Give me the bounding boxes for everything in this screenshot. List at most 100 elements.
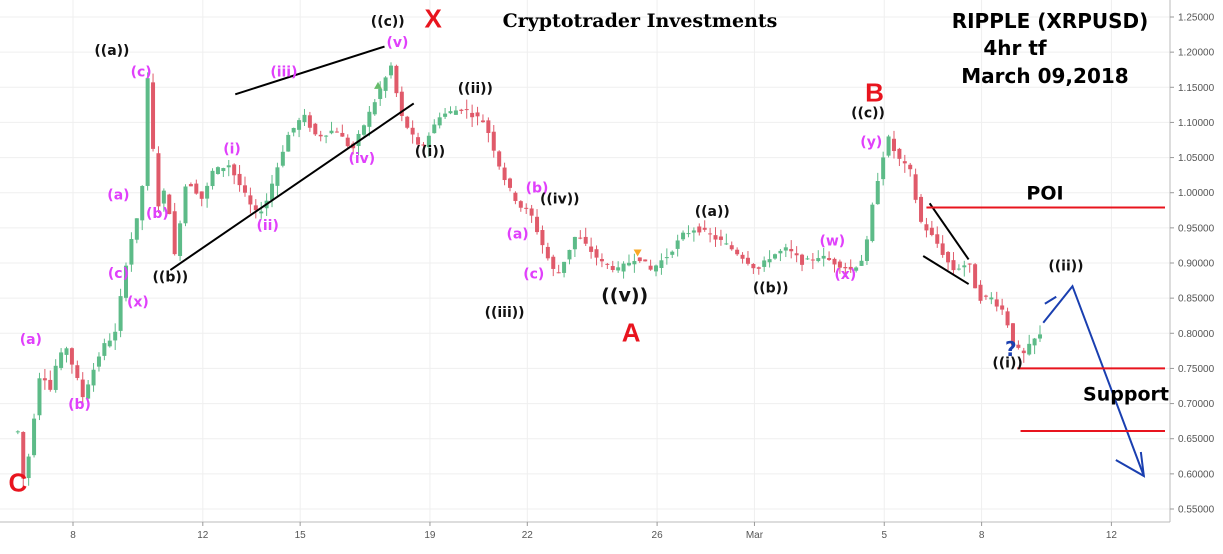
y-tick-label: 0.75000: [1178, 364, 1215, 375]
candle-body: [956, 268, 961, 270]
candle-body: [145, 78, 150, 186]
candle-body: [399, 91, 404, 116]
candle-body: [426, 135, 431, 148]
candle-body: [908, 164, 913, 170]
y-tick-label: 0.85000: [1178, 294, 1215, 305]
candle-body: [151, 82, 156, 149]
candle-body: [270, 183, 275, 201]
wave-label: (w): [819, 233, 845, 249]
candle-body: [832, 258, 837, 265]
candle-body: [540, 230, 545, 246]
candle-body: [167, 194, 172, 215]
timeframe-label: 4hr tf: [983, 36, 1047, 60]
candle-body: [470, 112, 475, 118]
candle-body: [843, 267, 848, 269]
x-tick-label: 5: [881, 530, 887, 541]
candle-body: [886, 136, 891, 156]
x-tick-label: 19: [424, 530, 436, 541]
candle-body: [643, 259, 648, 262]
candle-body: [654, 265, 659, 272]
candle-body: [286, 134, 291, 152]
candle-body: [1010, 323, 1015, 346]
x-tick-label: 15: [295, 530, 307, 541]
price-axis: 1.25000 1.20000 1.15000 1.10000 1.05000 1.000…: [1170, 13, 1215, 516]
candle-body: [86, 384, 91, 399]
wave-label: ((i)): [415, 144, 445, 160]
trendline: [928, 202, 970, 261]
wave-label: ((b)): [753, 281, 789, 297]
candle-body: [275, 167, 280, 186]
candle-body: [188, 184, 193, 187]
candle-body: [69, 348, 74, 365]
candle-body: [875, 181, 880, 205]
candle-body: [810, 259, 815, 261]
wave-label: (i): [223, 141, 241, 157]
candle-body: [394, 65, 399, 94]
candle-body: [567, 249, 572, 260]
candle-body: [637, 257, 642, 262]
trendline: [169, 102, 415, 271]
candle-body: [64, 348, 69, 355]
candle-body: [518, 201, 523, 208]
candle-body: [75, 365, 80, 378]
candle-body: [37, 378, 42, 416]
candle-body: [42, 378, 47, 381]
candle-body: [616, 267, 621, 271]
candle-body: [773, 254, 778, 259]
candle-body: [372, 102, 377, 115]
candle-body: [1032, 338, 1037, 346]
candle-body: [632, 261, 637, 265]
levels: POI Support: [374, 81, 1169, 432]
candle-body: [497, 151, 502, 167]
candle-body: [26, 456, 31, 479]
candle-body: [827, 258, 832, 260]
candle-body: [361, 125, 366, 135]
candle-body: [416, 137, 421, 145]
candle-body: [913, 174, 918, 200]
signal-marker: [374, 81, 383, 89]
candle-body: [929, 227, 934, 235]
candle-body: [897, 148, 902, 159]
candle-body: [53, 365, 58, 390]
candles: [15, 62, 1043, 488]
y-tick-label: 0.80000: [1178, 329, 1215, 340]
candle-body: [291, 127, 296, 133]
candle-body: [486, 120, 491, 133]
candle-body: [221, 168, 226, 172]
candle-body: [237, 173, 242, 186]
candle-body: [475, 112, 480, 117]
candle-body: [205, 185, 210, 199]
candle-body: [816, 258, 821, 262]
candle-body: [313, 123, 318, 135]
candle-body: [778, 250, 783, 254]
candle-body: [983, 295, 988, 297]
candle-body: [59, 352, 64, 368]
symbol-label: RIPPLE (XRPUSD): [952, 9, 1149, 33]
candle-body: [1005, 311, 1010, 326]
candle-body: [686, 233, 691, 235]
y-tick-label: 0.65000: [1178, 434, 1215, 445]
wave-label: ((c)): [851, 106, 885, 122]
level-label: Support: [1083, 383, 1169, 405]
candle-body: [735, 249, 740, 255]
candle-body: [453, 110, 458, 115]
candle-body: [140, 186, 145, 221]
wave-label: (x): [127, 295, 149, 311]
candle-body: [556, 272, 561, 274]
wave-labels: (a) (b) (c) (x) (c) (a) (b) (i) (ii) (iii) (iv) (v)…: [8, 4, 1083, 498]
candle-body: [610, 266, 615, 270]
candle-body: [821, 255, 826, 259]
projection-tick: [1044, 295, 1057, 305]
candle-body: [578, 237, 583, 239]
projection-path: [1042, 284, 1145, 477]
candle-body: [745, 257, 750, 264]
candle-body: [751, 264, 756, 269]
candle-body: [194, 183, 199, 194]
candle-body: [464, 109, 469, 111]
candle-body: [161, 190, 166, 204]
candle-body: [199, 191, 204, 199]
wave-label: (b): [68, 397, 91, 413]
candle-body: [681, 232, 686, 240]
